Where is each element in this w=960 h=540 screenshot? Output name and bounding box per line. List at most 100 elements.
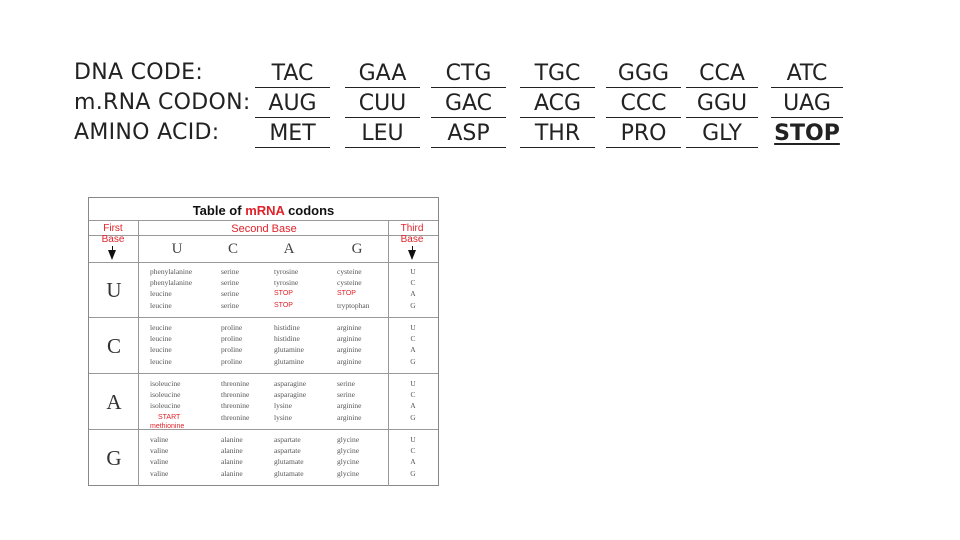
row-label: DNA CODE: bbox=[74, 60, 204, 85]
codon-cell: GGG bbox=[606, 60, 681, 88]
amino-acid: isoleucine bbox=[150, 379, 181, 388]
codon-cell: CTG bbox=[431, 60, 506, 88]
codon-cell: THR bbox=[520, 120, 595, 148]
amino-acid: aspartate bbox=[274, 435, 301, 444]
amino-acid: phenylalanine bbox=[150, 278, 193, 288]
amino-acid: glutamate bbox=[274, 468, 304, 478]
amino-acid: alanine bbox=[221, 468, 243, 478]
amino-acid: leucine bbox=[150, 289, 172, 299]
third-base-letter: C bbox=[410, 278, 416, 288]
amino-acid: aspartate bbox=[274, 446, 301, 456]
table-rule bbox=[89, 373, 438, 374]
amino-acid: lysine bbox=[274, 412, 292, 422]
third-base-letter: U bbox=[410, 379, 416, 388]
table-rule bbox=[89, 317, 438, 318]
amino-acid: valine bbox=[150, 435, 169, 444]
codon-cell: TAC bbox=[255, 60, 330, 88]
amino-acid: glycine bbox=[337, 446, 360, 456]
third-base-letter: A bbox=[410, 289, 416, 299]
amino-acid: cysteine bbox=[337, 278, 362, 288]
table-rule bbox=[89, 429, 438, 430]
table-title-highlight: mRNA bbox=[245, 203, 285, 218]
first-base-label: First bbox=[103, 223, 123, 234]
first-base-letter: G bbox=[106, 446, 122, 470]
amino-acid: phenylalanine bbox=[150, 267, 193, 276]
third-base-letter: U bbox=[410, 435, 416, 444]
third-base-letter: A bbox=[410, 457, 416, 467]
third-base-letter: A bbox=[410, 345, 416, 355]
amino-acid: valine bbox=[150, 446, 169, 456]
amino-acid: STOP bbox=[337, 290, 356, 298]
table-title-suffix: codons bbox=[288, 203, 335, 218]
table-rule bbox=[89, 262, 438, 263]
translation-row: DNA CODE: TAC GAA CTG TGC GGG CCA ATC bbox=[74, 60, 874, 90]
third-base-letter: U bbox=[410, 267, 416, 276]
first-base-letter: C bbox=[106, 334, 121, 358]
arrow-down-icon bbox=[408, 250, 416, 260]
translation-row: m.RNA CODON: AUG CUU GAC ACG CCC GGU UAG bbox=[74, 90, 874, 120]
table-divider bbox=[388, 220, 389, 486]
arrow-down-icon bbox=[412, 246, 413, 252]
third-base-letter: C bbox=[410, 390, 416, 400]
amino-acid: STOP bbox=[274, 301, 293, 309]
codon-cell: UAG bbox=[771, 90, 843, 118]
amino-acid: leucine bbox=[150, 300, 172, 310]
first-base-letter: U bbox=[106, 278, 122, 302]
row-label: m.RNA CODON: bbox=[74, 90, 251, 115]
amino-acid: proline bbox=[221, 345, 243, 355]
table-title-prefix: Table of bbox=[192, 203, 242, 218]
amino-acid: glycine bbox=[337, 435, 360, 444]
codon-cell: TGC bbox=[520, 60, 595, 88]
amino-acid: glutamine bbox=[274, 345, 304, 355]
amino-acid: leucine bbox=[150, 323, 172, 332]
arrow-down-icon bbox=[112, 246, 113, 252]
amino-acid: tyrosine bbox=[274, 278, 299, 288]
table-rule bbox=[89, 235, 438, 236]
amino-acid: serine bbox=[221, 300, 239, 310]
amino-acid: histidine bbox=[274, 323, 300, 332]
codon-cell: ATC bbox=[771, 60, 843, 88]
amino-acid: serine bbox=[221, 278, 239, 288]
amino-acid: arginine bbox=[337, 401, 362, 411]
arrow-down-icon bbox=[108, 250, 116, 260]
amino-acid: leucine bbox=[150, 334, 172, 344]
amino-acid: isoleucine bbox=[150, 401, 181, 411]
third-base-letter: C bbox=[410, 446, 416, 456]
amino-acid: alanine bbox=[221, 446, 243, 456]
amino-acid: proline bbox=[221, 323, 243, 332]
second-base-letter: G bbox=[351, 241, 363, 257]
amino-acid: glycine bbox=[337, 457, 360, 467]
codon-cell: GLY bbox=[686, 120, 758, 148]
amino-acid: arginine bbox=[337, 334, 362, 344]
codon-cell: AUG bbox=[255, 90, 330, 118]
table-divider bbox=[138, 220, 139, 486]
row-label: AMINO ACID: bbox=[74, 120, 220, 145]
second-base-letter: U bbox=[171, 241, 183, 257]
amino-acid: serine bbox=[337, 390, 355, 400]
translation-row: AMINO ACID: MET LEU ASP THR PRO GLY STOP bbox=[74, 120, 874, 150]
codon-cell: LEU bbox=[345, 120, 420, 148]
amino-acid: STOP bbox=[274, 290, 293, 298]
second-base-letter: C bbox=[227, 241, 238, 257]
amino-acid: isoleucine bbox=[150, 390, 181, 400]
amino-acid: glutamine bbox=[274, 356, 304, 366]
amino-acid: threonine bbox=[221, 401, 250, 411]
first-base-label: Base bbox=[101, 234, 125, 245]
codon-cell: CCC bbox=[606, 90, 681, 118]
table-title: Table of mRNA codons bbox=[89, 203, 438, 218]
amino-acid: tyrosine bbox=[274, 267, 299, 276]
second-base-label: Second Base bbox=[231, 223, 297, 235]
amino-acid: asparagine bbox=[274, 390, 307, 400]
amino-acid: alanine bbox=[221, 457, 243, 467]
amino-acid: proline bbox=[221, 334, 243, 344]
amino-acid: arginine bbox=[337, 356, 362, 366]
amino-acid: arginine bbox=[337, 412, 362, 422]
amino-acid: asparagine bbox=[274, 379, 307, 388]
third-base-letter: G bbox=[410, 300, 416, 310]
amino-acid: serine bbox=[337, 379, 355, 388]
amino-acid: serine bbox=[221, 267, 239, 276]
amino-acid: threonine bbox=[221, 379, 250, 388]
third-base-letter: G bbox=[410, 468, 416, 478]
codon-cell: CCA bbox=[686, 60, 758, 88]
third-base-label: Base bbox=[400, 234, 424, 245]
